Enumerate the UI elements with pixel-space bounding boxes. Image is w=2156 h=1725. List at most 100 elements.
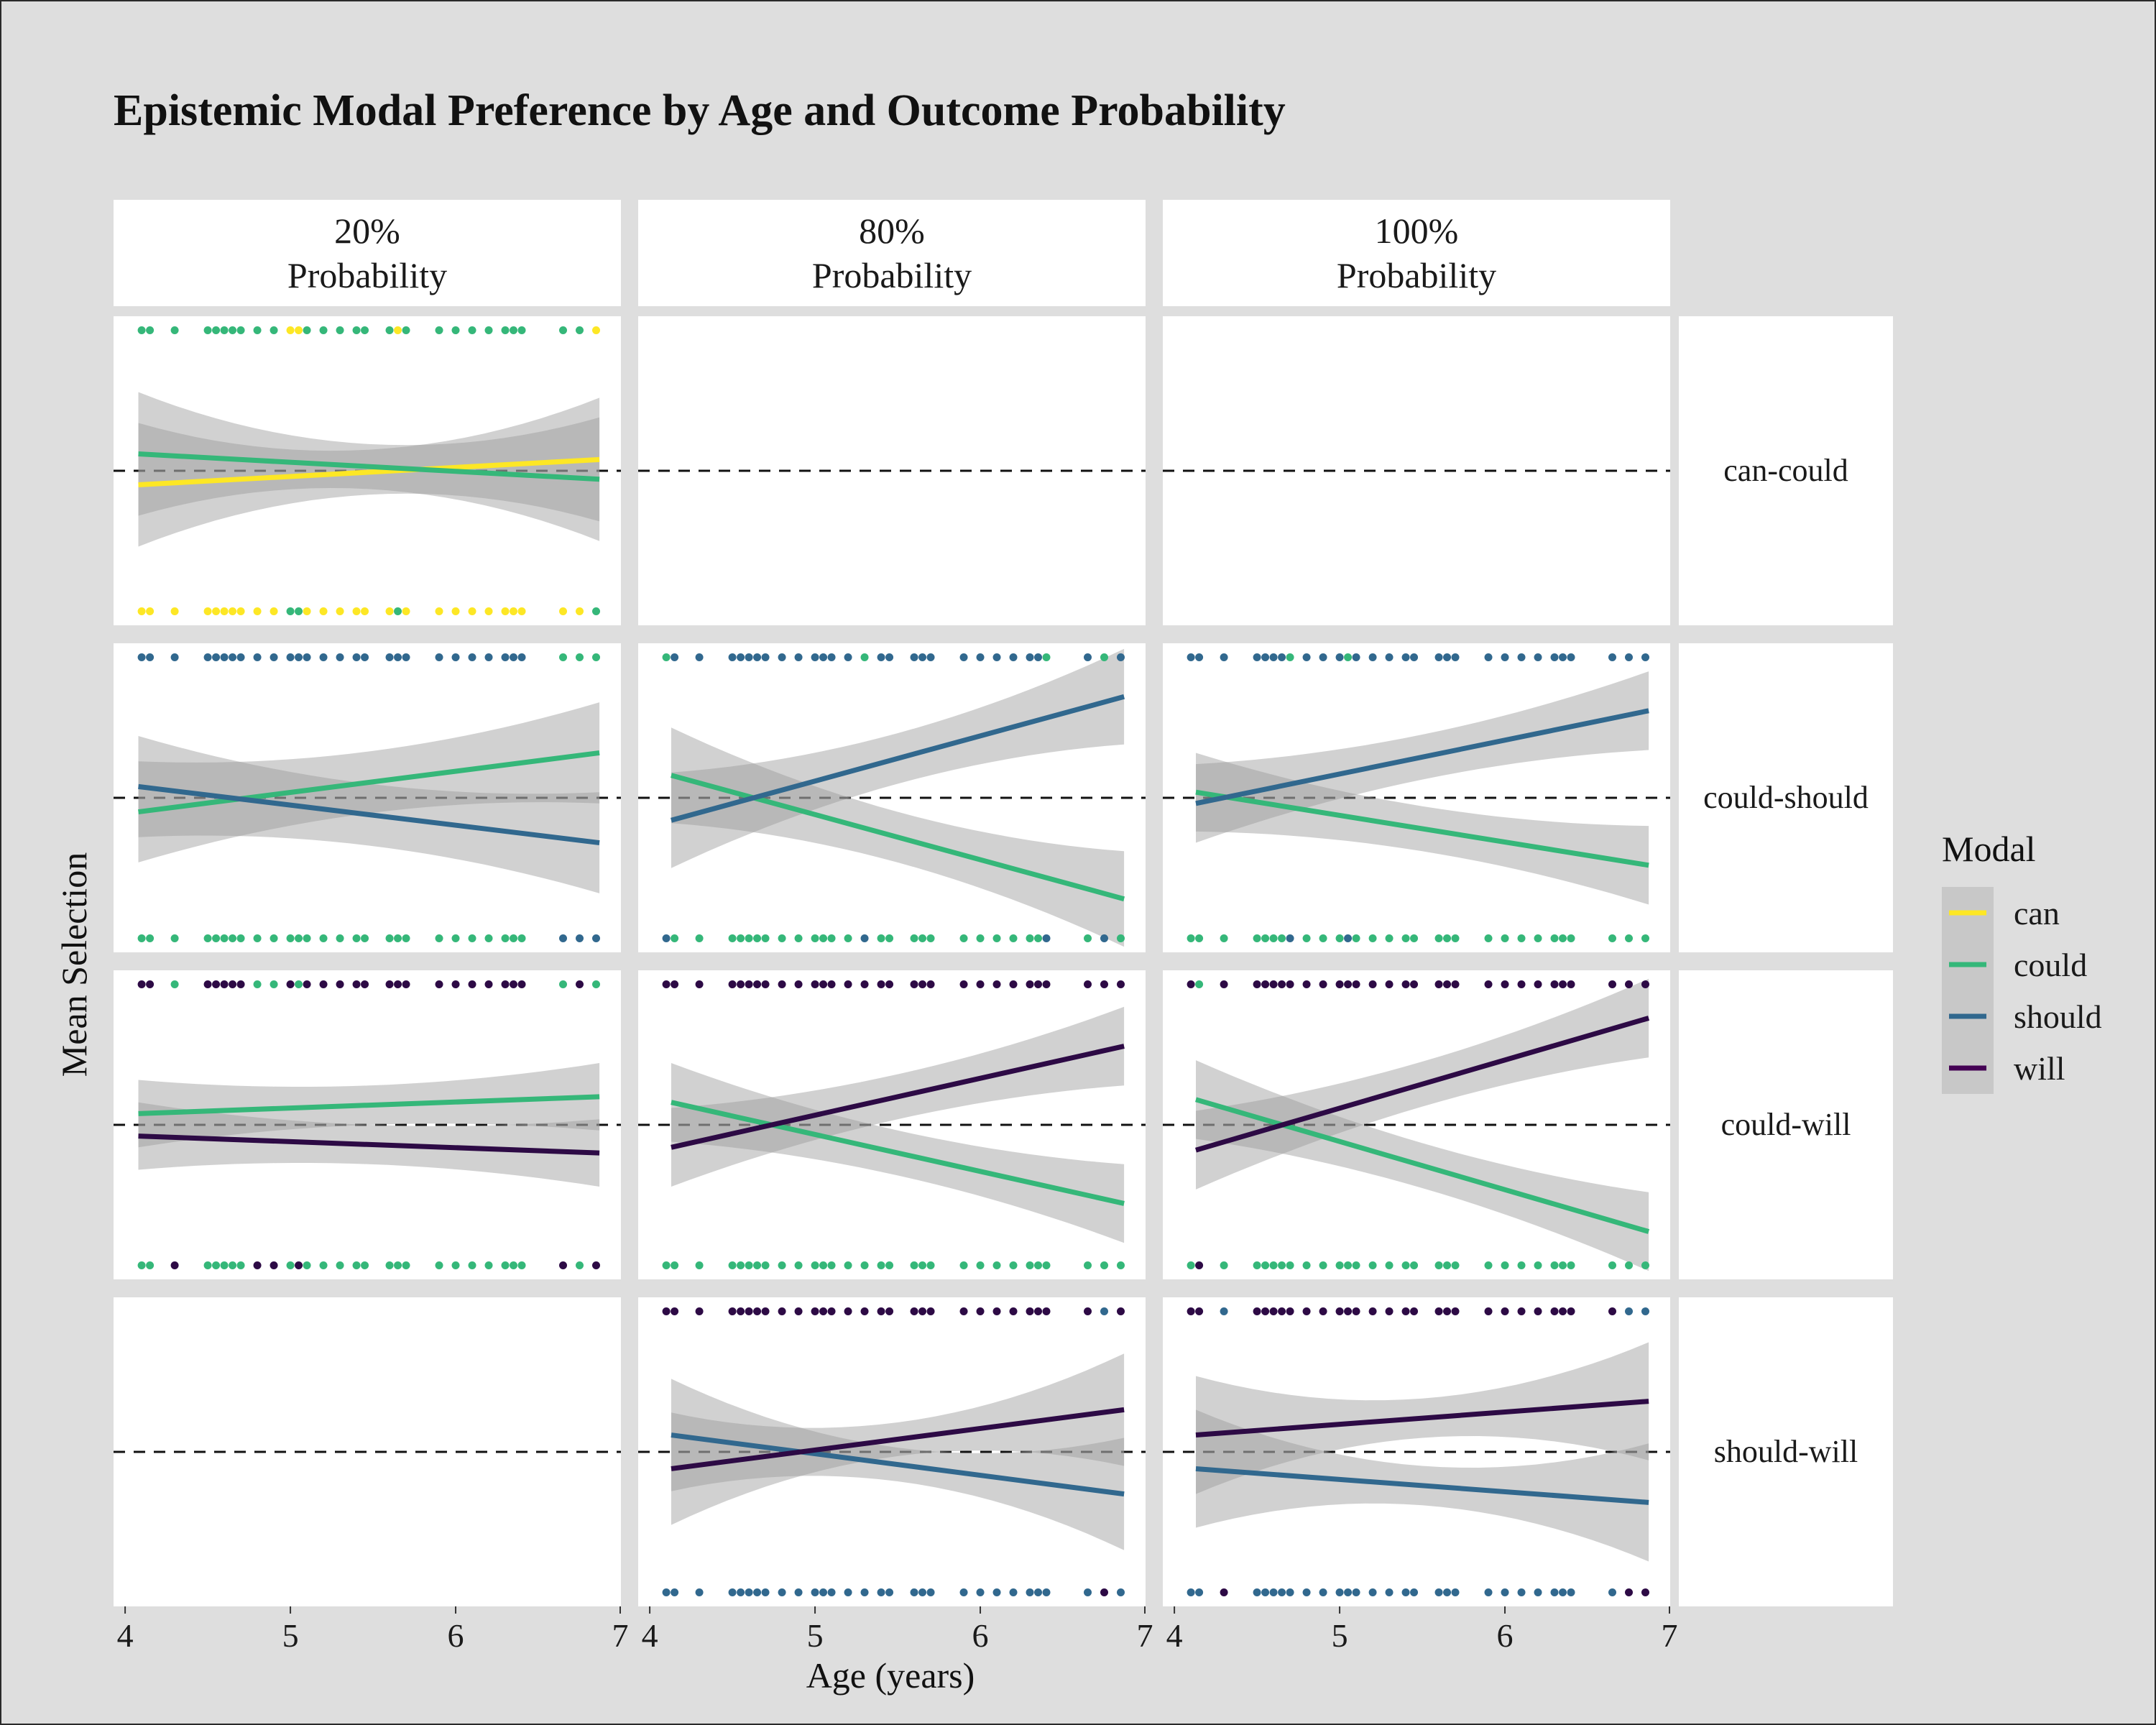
column-strip-label: Probability [812,255,972,295]
panel [638,643,1146,952]
data-point-could [510,934,518,942]
data-point-should [794,653,803,662]
data-point-will [1084,980,1092,989]
panel [114,643,621,952]
data-point-can [468,607,476,615]
data-point-will [1253,980,1261,989]
data-point-could [1401,1261,1410,1269]
data-point-could [1434,1261,1443,1269]
data-point-can [236,607,245,615]
data-point-should [959,653,968,662]
data-point-should [1401,653,1410,662]
data-point-should [827,653,836,662]
data-point-should [695,653,704,662]
data-point-should [992,1588,1001,1596]
data-point-could [1100,1261,1109,1269]
x-tick-label: 6 [448,1617,464,1654]
trend-line-will [671,1044,1125,1150]
data-point-can [559,607,568,615]
data-point-could [1534,1261,1542,1269]
data-point-will [1319,980,1327,989]
data-point-will [1335,980,1344,989]
data-point-could [1385,934,1393,942]
data-point-should [1344,934,1353,942]
data-point-could [819,1261,828,1269]
data-point-will [811,980,819,989]
x-axis-label: Age (years) [806,1655,975,1696]
column-strip-label: 80% [859,211,925,251]
data-point-could [361,1261,369,1269]
data-point-will [1009,1307,1018,1316]
data-point-will [1344,980,1353,989]
data-point-could [1559,934,1567,942]
data-point-should [1410,653,1419,662]
data-point-can [319,607,328,615]
data-point-could [484,934,493,942]
data-point-will [745,1307,753,1316]
data-point-should [910,653,918,662]
data-point-should [728,653,737,662]
data-point-will [1261,1307,1270,1316]
data-point-can [270,607,278,615]
trend-line-could [138,750,600,815]
data-point-could [559,980,568,989]
data-point-could [1550,934,1559,942]
data-point-should [728,1588,737,1596]
data-point-will [1042,1307,1051,1316]
data-point-could [236,326,245,335]
data-point-could [451,326,460,335]
data-point-can [212,607,221,615]
data-point-could [926,1261,935,1269]
data-point-could [860,653,869,662]
data-point-should [1269,1588,1278,1596]
data-point-will [976,1307,985,1316]
data-point-could [295,934,303,942]
data-point-will [1410,1307,1419,1316]
data-point-will [662,980,671,989]
data-point-will [926,1307,935,1316]
panel [1163,316,1670,625]
data-point-could [352,326,361,335]
data-point-will [1451,980,1460,989]
data-point-should [385,653,394,662]
data-point-could [501,1261,510,1269]
data-point-could [1195,980,1204,989]
data-point-should [844,653,852,662]
data-point-could [918,1261,927,1269]
data-point-will [918,980,927,989]
data-point-should [137,653,146,662]
data-point-should [1385,653,1393,662]
data-point-will [385,980,394,989]
data-point-will [778,980,786,989]
data-point-could [1567,1261,1575,1269]
data-point-could [1608,934,1617,942]
row-strip [1679,970,1893,1279]
data-point-could [517,326,526,335]
trend-line-could [671,1100,1125,1206]
data-point-could [361,934,369,942]
x-tick-label: 4 [1166,1617,1183,1654]
data-point-will [1344,1307,1353,1316]
x-tick-label: 4 [642,1617,658,1654]
data-point-should [1100,934,1109,942]
y-axis-label: Mean Selection [54,852,94,1077]
trend-line-should [1195,1466,1649,1505]
legend-title: Modal [1942,829,2036,869]
data-point-will [1567,980,1575,989]
data-point-should [1319,1588,1327,1596]
data-point-should [1220,1307,1228,1316]
data-point-should [1625,1307,1634,1316]
data-point-will [1443,1307,1452,1316]
panel [114,316,621,625]
row-strip-label: could-will [1721,1107,1851,1142]
data-point-could [137,326,146,335]
data-point-will [819,980,828,989]
column-strip [1163,200,1670,306]
data-point-will [402,980,410,989]
data-point-will [270,1261,278,1269]
data-point-could [1368,934,1377,942]
data-point-could [1286,1261,1294,1269]
data-point-will [1368,980,1377,989]
data-point-should [827,1588,836,1596]
data-point-should [761,1588,770,1596]
